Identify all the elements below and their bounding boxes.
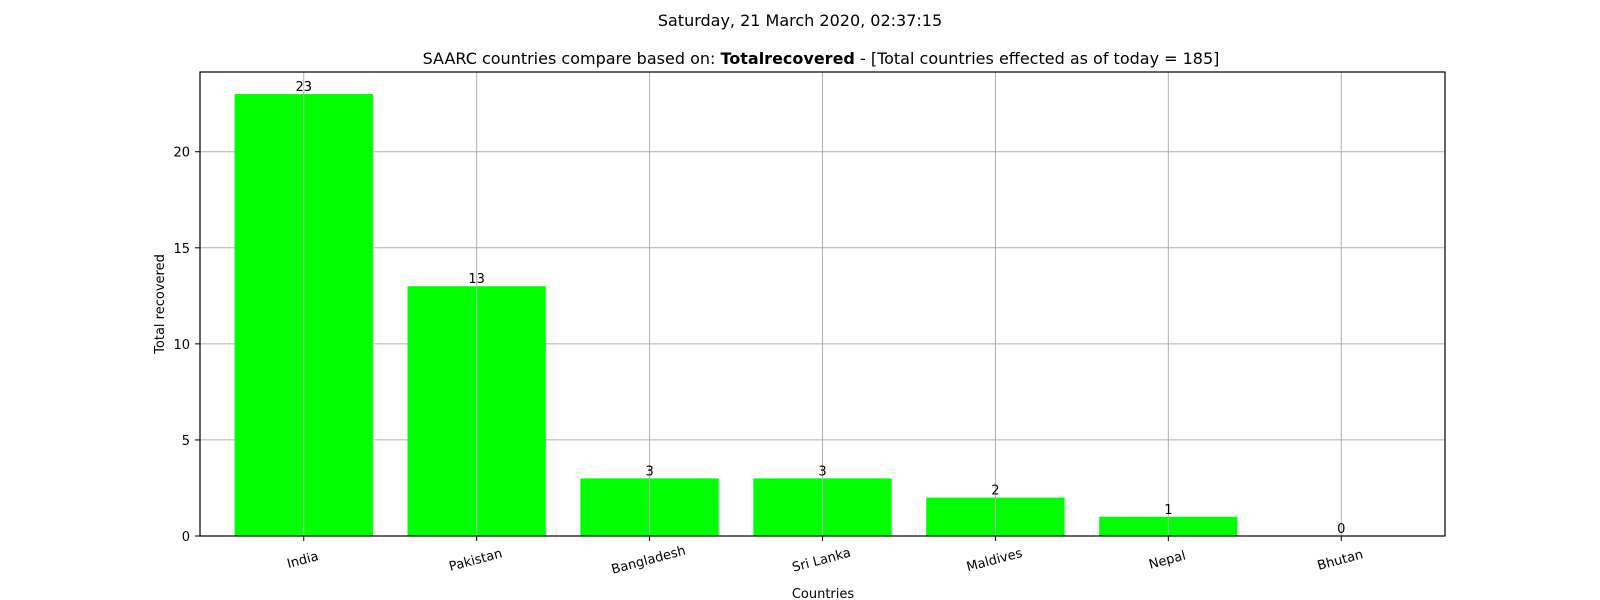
bar-value-label: 13 [468, 272, 485, 287]
y-tick-label: 0 [182, 530, 190, 545]
bar-value-label: 2 [991, 484, 999, 499]
chart-title: SAARC countries compare based on: Totalr… [423, 49, 1220, 68]
bar-value-label: 23 [295, 80, 312, 95]
y-tick-label: 20 [173, 146, 190, 161]
bar-value-label: 1 [1164, 503, 1172, 518]
chart-title-metric: Totalrecovered [720, 49, 854, 68]
y-tick-label: 5 [182, 434, 190, 449]
bars-group: 23 13 3 3 2 1 0 [234, 72, 1345, 537]
x-tick-label: Bhutan [1316, 547, 1365, 574]
y-tick-label: 10 [173, 338, 190, 353]
x-tick-label: India [285, 549, 320, 572]
x-tick-label: Pakistan [448, 546, 504, 575]
chart-title-prefix: SAARC countries compare based on: [423, 49, 721, 68]
x-tick-label: Sri Lanka [791, 546, 853, 576]
x-axis-label: Countries [792, 587, 855, 600]
y-axis-label: Total recovered [153, 254, 168, 355]
chart-title-suffix: - [Total countries effected as of today … [855, 49, 1220, 68]
x-tick-label: Maldives [965, 546, 1024, 575]
x-tick-label: Nepal [1147, 549, 1187, 573]
bar-value-label: 3 [645, 464, 653, 479]
bar-value-label: 3 [818, 464, 826, 479]
y-tick-label: 15 [173, 242, 190, 257]
chart-timestamp: Saturday, 21 March 2020, 02:37:15 [658, 11, 942, 30]
bar-value-label: 0 [1337, 522, 1345, 537]
x-tick-label: Bangladesh [610, 544, 688, 578]
